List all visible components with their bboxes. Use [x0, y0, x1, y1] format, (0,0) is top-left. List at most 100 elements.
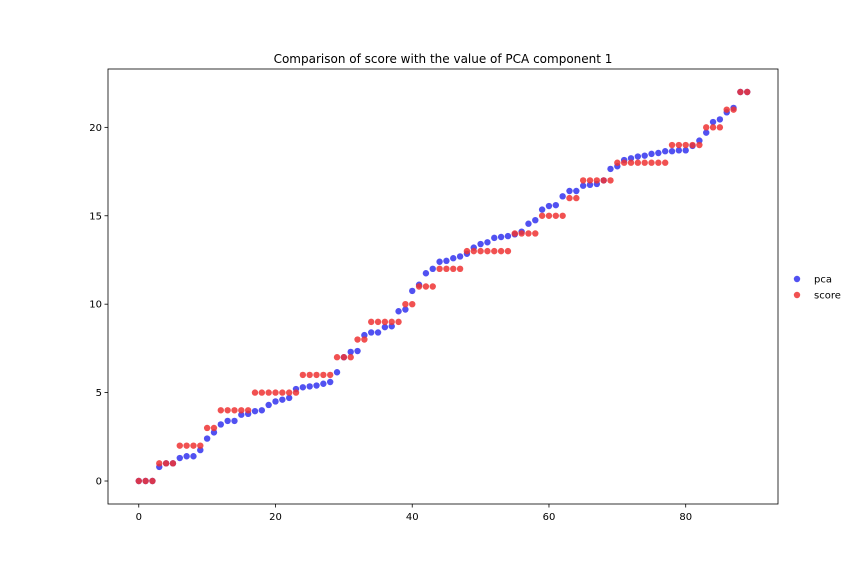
- pca-point: [436, 258, 443, 265]
- chart-title: Comparison of score with the value of PC…: [274, 52, 613, 66]
- pca-point: [573, 187, 580, 195]
- score-point: [149, 477, 156, 485]
- pca-point: [409, 287, 416, 295]
- score-point: [285, 389, 293, 396]
- score-point: [388, 318, 395, 326]
- score-point: [306, 371, 313, 379]
- x-tick-label: 0: [136, 512, 142, 523]
- pca-point: [224, 417, 231, 425]
- x-tick-label: 40: [406, 512, 419, 523]
- score-point: [299, 371, 307, 379]
- x-axis: 0 20 40 60 80: [136, 504, 692, 523]
- score-point: [463, 247, 471, 255]
- score-point: [579, 177, 587, 184]
- score-point: [197, 442, 204, 449]
- score-point: [238, 407, 245, 414]
- score-point: [156, 460, 163, 467]
- score-point: [532, 230, 539, 237]
- pca-point: [450, 255, 457, 262]
- score-point: [231, 407, 238, 414]
- pca-point: [402, 306, 409, 313]
- pca-point: [579, 182, 587, 189]
- score-point: [484, 247, 491, 255]
- pca-point: [675, 147, 683, 154]
- pca-point: [709, 118, 717, 126]
- score-point: [443, 265, 450, 273]
- score-point: [135, 477, 142, 485]
- pca-point: [231, 417, 238, 425]
- pca-point: [497, 233, 505, 241]
- score-point: [244, 407, 252, 414]
- pca-point: [285, 394, 293, 402]
- score-point: [203, 424, 211, 432]
- pca-point: [210, 429, 218, 436]
- score-point: [730, 106, 737, 113]
- pca-point: [627, 155, 635, 162]
- score-point: [559, 212, 566, 219]
- pca-point: [190, 453, 197, 460]
- score-point: [395, 318, 402, 326]
- pca-point: [320, 380, 327, 387]
- pca-point: [238, 411, 245, 418]
- y-tick-label: 5: [96, 388, 102, 399]
- pca-point: [258, 407, 266, 414]
- pca-point: [368, 329, 375, 336]
- score-point: [456, 265, 464, 273]
- score-point: [409, 300, 416, 308]
- score-point: [162, 460, 170, 467]
- score-point: [354, 336, 361, 343]
- score-point: [217, 407, 225, 414]
- y-tick-label: 0: [96, 477, 102, 488]
- score-point: [675, 141, 683, 149]
- pca-point: [525, 220, 532, 227]
- pca-point: [374, 329, 382, 336]
- score-point: [525, 230, 532, 237]
- pca-point: [429, 265, 436, 273]
- score-point: [614, 159, 621, 166]
- pca-point: [443, 257, 450, 265]
- pca-point: [559, 193, 566, 200]
- score-point: [224, 407, 231, 414]
- score-point: [607, 177, 614, 184]
- score-point: [709, 124, 717, 131]
- score-point: [696, 141, 703, 149]
- score-point: [552, 212, 560, 219]
- pca-point: [504, 232, 512, 240]
- pca-point: [217, 421, 225, 428]
- score-point: [504, 247, 512, 255]
- x-tick-label: 80: [679, 512, 692, 523]
- score-point: [422, 283, 430, 290]
- score-point: [368, 318, 375, 326]
- pca-point: [272, 398, 279, 405]
- score-point: [176, 442, 183, 449]
- score-point: [251, 389, 259, 396]
- score-point: [641, 159, 648, 166]
- score-point: [661, 159, 669, 166]
- score-point: [265, 389, 272, 396]
- legend-label-pca: pca: [814, 275, 832, 286]
- score-point: [142, 477, 149, 485]
- score-point: [279, 389, 286, 396]
- pca-point: [313, 382, 320, 389]
- pca-point: [682, 147, 689, 154]
- pca-point: [477, 240, 484, 248]
- plot-area: [107, 68, 779, 505]
- score-point: [716, 124, 724, 131]
- pca-point: [661, 148, 669, 155]
- score-point: [361, 336, 368, 343]
- pca-point: [422, 270, 430, 277]
- score-point: [292, 389, 300, 396]
- pca-point: [655, 149, 662, 157]
- score-point: [545, 212, 553, 219]
- score-point: [183, 442, 190, 449]
- pca-point: [203, 435, 211, 442]
- score-point: [689, 141, 696, 149]
- score-point: [648, 159, 655, 166]
- score-point: [477, 247, 484, 255]
- pca-point: [607, 165, 614, 173]
- score-point: [326, 371, 334, 379]
- score-point: [169, 460, 177, 467]
- score-point: [723, 106, 730, 113]
- x-tick-label: 60: [543, 512, 556, 523]
